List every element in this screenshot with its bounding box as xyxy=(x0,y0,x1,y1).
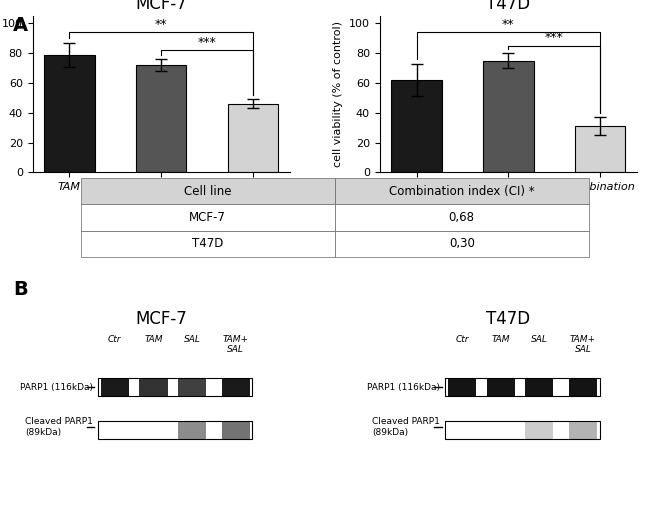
FancyBboxPatch shape xyxy=(222,378,250,397)
Text: PARP1 (116kDa): PARP1 (116kDa) xyxy=(367,383,440,392)
FancyBboxPatch shape xyxy=(139,421,168,439)
FancyBboxPatch shape xyxy=(448,378,476,397)
Bar xyxy=(483,61,534,173)
FancyBboxPatch shape xyxy=(569,378,597,397)
Text: **: ** xyxy=(502,18,515,31)
Title: MCF-7: MCF-7 xyxy=(135,0,187,13)
Text: **: ** xyxy=(155,18,167,31)
Text: ***: *** xyxy=(198,36,216,49)
Y-axis label: cell viability (% of control): cell viability (% of control) xyxy=(333,21,343,167)
FancyBboxPatch shape xyxy=(178,421,206,439)
Text: TAM: TAM xyxy=(144,335,162,344)
Text: ***: *** xyxy=(545,31,564,44)
Text: Ctr: Ctr xyxy=(108,335,122,344)
Text: B: B xyxy=(13,280,28,299)
Text: PARP1 (116kDa): PARP1 (116kDa) xyxy=(20,383,93,392)
Text: A: A xyxy=(13,16,28,35)
Text: SAL: SAL xyxy=(531,335,548,344)
Text: SAL: SAL xyxy=(183,335,200,344)
FancyBboxPatch shape xyxy=(222,421,250,439)
Text: TAM: TAM xyxy=(491,335,510,344)
Bar xyxy=(136,65,187,173)
FancyBboxPatch shape xyxy=(569,421,597,439)
FancyBboxPatch shape xyxy=(178,378,206,397)
Title: MCF-7: MCF-7 xyxy=(135,310,187,328)
Text: TAM+
SAL: TAM+ SAL xyxy=(223,335,249,354)
FancyBboxPatch shape xyxy=(448,421,476,439)
FancyBboxPatch shape xyxy=(525,378,553,397)
Bar xyxy=(227,104,278,173)
Text: TAM+
SAL: TAM+ SAL xyxy=(570,335,596,354)
Bar xyxy=(575,126,625,173)
Text: Cleaved PARP1
(89kDa): Cleaved PARP1 (89kDa) xyxy=(372,418,440,437)
Bar xyxy=(391,80,442,173)
Text: Cleaved PARP1
(89kDa): Cleaved PARP1 (89kDa) xyxy=(25,418,93,437)
FancyBboxPatch shape xyxy=(101,378,129,397)
Title: T47D: T47D xyxy=(486,0,530,13)
FancyBboxPatch shape xyxy=(486,378,515,397)
Bar xyxy=(44,54,95,173)
FancyBboxPatch shape xyxy=(486,421,515,439)
FancyBboxPatch shape xyxy=(101,421,129,439)
Title: T47D: T47D xyxy=(486,310,530,328)
FancyBboxPatch shape xyxy=(139,378,168,397)
Text: Ctr: Ctr xyxy=(456,335,469,344)
FancyBboxPatch shape xyxy=(525,421,553,439)
